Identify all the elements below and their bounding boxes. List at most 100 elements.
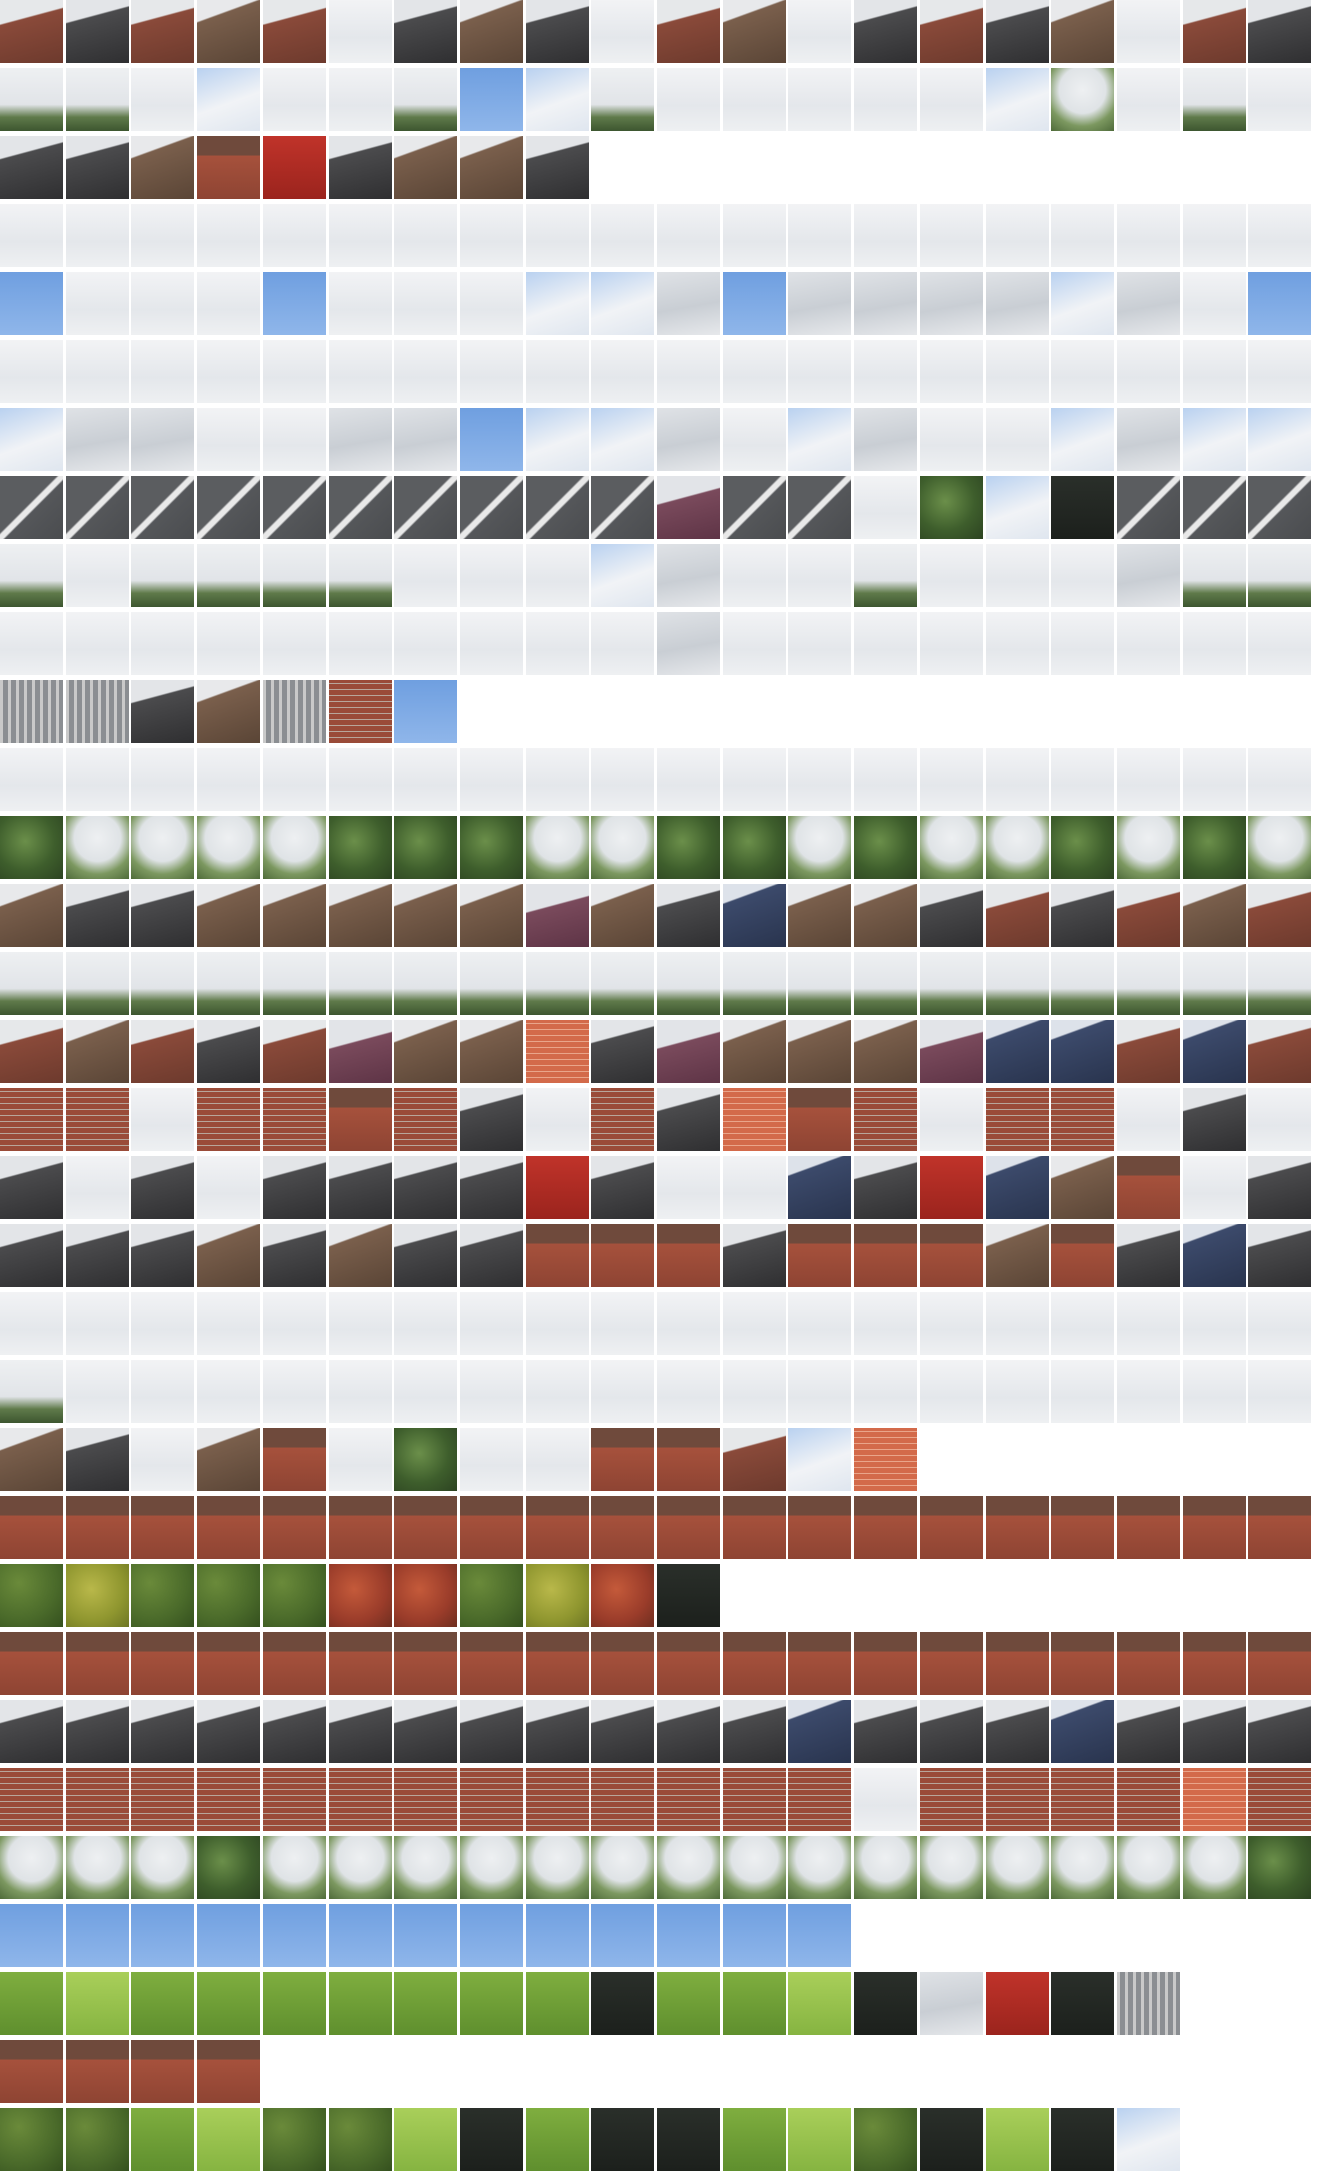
thumbnail-tile: [460, 2108, 523, 2171]
thumbnail-tile: [0, 1768, 63, 1831]
thumbnail-tile: [657, 1632, 720, 1695]
thumbnail-tile: [526, 1496, 589, 1559]
thumbnail-tile: [1051, 204, 1114, 267]
thumbnail-tile: [1051, 2108, 1114, 2171]
thumbnail-tile: [460, 0, 523, 63]
thumbnail-tile: [131, 272, 194, 335]
thumbnail-tile: [263, 68, 326, 131]
thumbnail-tile: [1117, 952, 1180, 1015]
thumbnail-tile: [329, 1836, 392, 1899]
thumbnail-tile: [460, 1020, 523, 1083]
thumbnail-tile: [0, 952, 63, 1015]
thumbnail-tile: [788, 1496, 851, 1559]
thumbnail-tile: [591, 476, 654, 539]
thumbnail-tile: [526, 1360, 589, 1423]
thumbnail-tile: [788, 0, 851, 63]
thumbnail-tile: [197, 0, 260, 63]
thumbnail-tile: [0, 544, 63, 607]
thumbnail-tile: [1183, 1360, 1246, 1423]
thumbnail-tile: [329, 748, 392, 811]
thumbnail-tile: [591, 2108, 654, 2171]
thumbnail-tile: [591, 1292, 654, 1355]
thumbnail-tile: [1248, 1224, 1311, 1287]
thumbnail-tile: [1248, 408, 1311, 471]
thumbnail-tile: [591, 204, 654, 267]
thumbnail-tile: [263, 0, 326, 63]
thumbnail-tile: [526, 408, 589, 471]
thumbnail-tile: [263, 476, 326, 539]
thumbnail-tile: [66, 1292, 129, 1355]
thumbnail-tile: [1051, 1496, 1114, 1559]
thumbnail-tile: [394, 1496, 457, 1559]
thumbnail-tile: [460, 748, 523, 811]
thumbnail-tile: [723, 1632, 786, 1695]
thumbnail-tile: [0, 2040, 63, 2103]
thumbnail-tile: [723, 1156, 786, 1219]
thumbnail-tile: [1117, 612, 1180, 675]
thumbnail-tile: [920, 1020, 983, 1083]
thumbnail-tile: [329, 272, 392, 335]
thumbnail-tile: [263, 612, 326, 675]
thumbnail-tile: [1248, 272, 1311, 335]
thumbnail-tile: [986, 476, 1049, 539]
thumbnail-tile: [197, 816, 260, 879]
thumbnail-tile: [131, 680, 194, 743]
thumbnail-tile: [526, 1020, 589, 1083]
thumbnail-tile: [0, 2108, 63, 2171]
thumbnail-tile: [66, 1020, 129, 1083]
thumbnail-tile: [1183, 1224, 1246, 1287]
thumbnail-tile: [131, 544, 194, 607]
thumbnail-tile: [66, 340, 129, 403]
thumbnail-tile: [1051, 884, 1114, 947]
thumbnail-tile: [263, 340, 326, 403]
thumbnail-tile: [1183, 544, 1246, 607]
thumbnail-tile: [0, 1428, 63, 1491]
thumbnail-tile: [131, 68, 194, 131]
thumbnail-tile: [1117, 2108, 1180, 2171]
thumbnail-tile: [329, 68, 392, 131]
thumbnail-tile: [131, 2040, 194, 2103]
thumbnail-tile: [526, 748, 589, 811]
thumbnail-tile: [854, 1836, 917, 1899]
thumbnail-tile: [657, 748, 720, 811]
thumbnail-tile: [197, 748, 260, 811]
thumbnail-tile: [131, 204, 194, 267]
thumbnail-tile: [460, 408, 523, 471]
thumbnail-tile: [1183, 1700, 1246, 1763]
thumbnail-tile: [526, 1564, 589, 1627]
thumbnail-tile: [66, 816, 129, 879]
thumbnail-tile: [591, 816, 654, 879]
thumbnail-tile: [723, 68, 786, 131]
thumbnail-tile: [460, 1768, 523, 1831]
thumbnail-tile: [1117, 1224, 1180, 1287]
thumbnail-tile: [394, 544, 457, 607]
thumbnail-tile: [1051, 1088, 1114, 1151]
thumbnail-tile: [131, 476, 194, 539]
thumbnail-tile: [0, 1496, 63, 1559]
thumbnail-tile: [329, 1700, 392, 1763]
thumbnail-tile: [263, 1292, 326, 1355]
thumbnail-tile: [131, 408, 194, 471]
thumbnail-tile: [1183, 612, 1246, 675]
thumbnail-tile: [197, 612, 260, 675]
thumbnail-tile: [329, 1768, 392, 1831]
thumbnail-tile: [920, 884, 983, 947]
thumbnail-tile: [263, 1156, 326, 1219]
thumbnail-tile: [329, 1292, 392, 1355]
thumbnail-tile: [788, 476, 851, 539]
thumbnail-tile: [526, 1292, 589, 1355]
thumbnail-tile: [986, 1020, 1049, 1083]
thumbnail-tile: [526, 1632, 589, 1695]
thumbnail-tile: [920, 340, 983, 403]
thumbnail-tile: [197, 1156, 260, 1219]
thumbnail-tile: [1183, 408, 1246, 471]
thumbnail-tile: [1183, 748, 1246, 811]
thumbnail-tile: [526, 612, 589, 675]
thumbnail-tile: [657, 816, 720, 879]
thumbnail-tile: [263, 1700, 326, 1763]
thumbnail-tile: [723, 408, 786, 471]
thumbnail-tile: [854, 68, 917, 131]
thumbnail-tile: [263, 884, 326, 947]
thumbnail-tile: [986, 544, 1049, 607]
thumbnail-tile: [394, 2108, 457, 2171]
